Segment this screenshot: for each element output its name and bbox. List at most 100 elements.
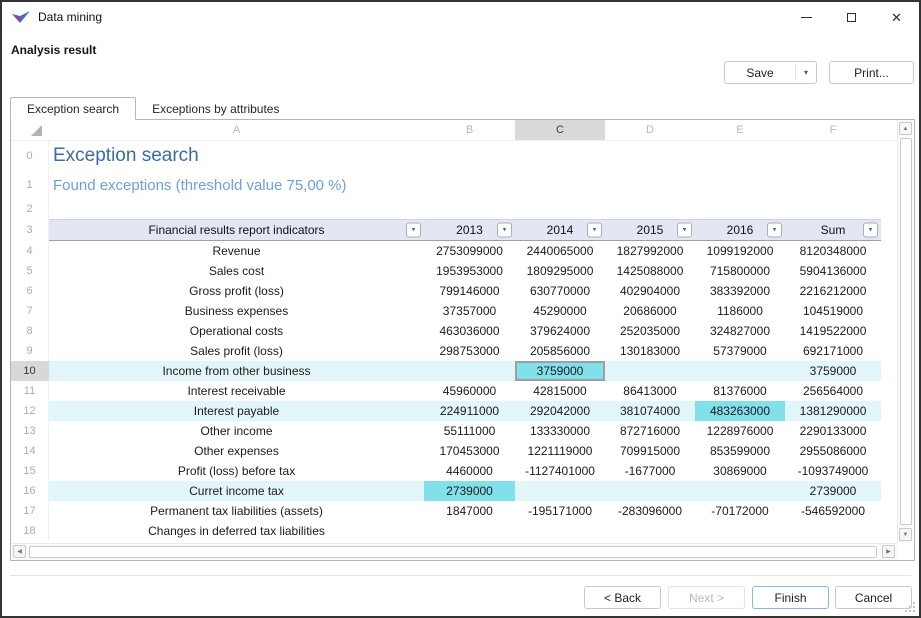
indicator-cell[interactable]: Profit (loss) before tax [177,464,296,478]
finish-button[interactable]: Finish [752,586,829,609]
row-number[interactable]: 13 [11,421,49,441]
grid-cell[interactable]: 37357000 [442,304,497,318]
cancel-button[interactable]: Cancel [835,586,912,609]
grid-cell[interactable]: 1953953000 [436,264,503,278]
grid-cell[interactable] [605,361,695,381]
grid-cell[interactable]: 224911000 [424,401,515,421]
grid-cell[interactable]: 1381290000 [785,401,881,421]
row-number[interactable]: 4 [11,241,49,261]
header-cell[interactable]: Sum ▾ [785,219,881,241]
indicator-cell[interactable]: Gross profit (loss) [189,284,284,298]
save-button[interactable]: Save ▾ [724,61,817,84]
row-number[interactable]: 14 [11,441,49,461]
row-number[interactable]: 5 [11,261,49,281]
grid-cell[interactable]: -1677000 [624,464,676,478]
grid-cell[interactable]: 1425088000 [616,264,684,278]
grid-cell[interactable]: 2440065000 [526,244,594,258]
sheet-subtitle[interactable]: Found exceptions (threshold value 75,00 … [53,176,347,194]
vertical-scrollbar[interactable]: ▲ ▼ [897,120,914,543]
grid-cell[interactable]: 3759000 [515,361,605,381]
grid-cell[interactable]: 205856000 [529,344,591,358]
scroll-left-icon[interactable]: ◀ [13,545,26,558]
filter-dropdown-button[interactable]: ▾ [587,222,602,238]
save-dropdown-icon[interactable]: ▾ [803,68,808,77]
grid-cell[interactable]: 298753000 [439,344,500,358]
row-number[interactable]: 6 [11,281,49,301]
grid-cell[interactable]: 5904136000 [799,264,867,278]
grid-cell[interactable]: 3759000 [785,361,881,381]
grid-cell[interactable]: 872716000 [619,424,681,438]
column-header-a[interactable]: A [232,124,241,136]
grid-cell[interactable]: 630770000 [529,284,591,298]
grid-cell[interactable]: -546592000 [800,504,866,518]
indicator-cell[interactable]: Interest payable [49,401,424,421]
grid-cell[interactable]: -195171000 [527,504,593,518]
grid-cell[interactable] [695,361,785,381]
grid-cell[interactable]: 252035000 [619,324,681,338]
row-number[interactable]: 15 [11,461,49,481]
grid-cell[interactable]: 2290133000 [799,424,867,438]
sheet-title[interactable]: Exception search [53,145,199,166]
tab-exception-search[interactable]: Exception search [10,97,137,120]
grid-cell[interactable]: 1221119000 [527,444,593,458]
grid-cell[interactable]: 8120348000 [799,244,867,258]
row-number[interactable]: 18 [11,521,49,541]
grid-cell[interactable]: 45290000 [533,304,587,318]
grid-cell[interactable]: -1127401000 [525,464,595,478]
grid-cell[interactable] [785,521,881,541]
grid-cell[interactable]: 1419522000 [799,324,867,338]
row-number[interactable]: 16 [11,481,49,501]
grid-cell[interactable]: 1186000 [717,304,763,318]
grid-cell[interactable]: 692171000 [802,344,864,358]
grid-cell[interactable]: 55111000 [443,424,496,438]
tab-exceptions-by-attributes[interactable]: Exceptions by attributes [136,97,295,120]
grid-cell[interactable] [695,481,785,501]
indicator-cell[interactable]: Changes in deferred tax liabilities [148,524,325,538]
grid-cell[interactable] [605,521,695,541]
grid-cell[interactable]: 799146000 [439,284,500,298]
row-number[interactable]: 2 [11,199,49,219]
scroll-down-icon[interactable]: ▼ [899,528,912,541]
maximize-button[interactable] [829,2,874,32]
grid-cell[interactable]: 57379000 [713,344,767,358]
grid-cell[interactable]: 170453000 [439,444,500,458]
grid-cell[interactable]: 1827992000 [616,244,684,258]
indicator-cell[interactable]: Permanent tax liabilities (assets) [150,504,323,518]
horizontal-scrollbar[interactable]: ◀ ▶ [11,543,897,560]
indicator-cell[interactable]: Business expenses [184,304,289,318]
grid-cell[interactable]: 86413000 [623,384,677,398]
indicator-cell[interactable]: Interest receivable [187,384,286,398]
row-number[interactable]: 1 [11,171,49,199]
column-header-e[interactable]: E [736,124,744,136]
scroll-up-icon[interactable]: ▲ [899,122,912,135]
filter-dropdown-button[interactable]: ▾ [677,222,692,238]
grid-cell[interactable]: 381074000 [605,401,695,421]
column-header-d[interactable]: D [646,124,654,136]
indicator-cell[interactable]: Income from other business [49,361,424,381]
grid-cell[interactable]: 42815000 [533,384,587,398]
indicator-cell[interactable]: Revenue [212,244,261,258]
grid-cell[interactable]: 130183000 [619,344,681,358]
horizontal-scrollbar-thumb[interactable] [29,546,877,558]
grid-cell[interactable]: 45960000 [442,384,497,398]
indicator-cell[interactable]: Operational costs [189,324,284,338]
grid-cell[interactable]: 324827000 [709,324,771,338]
filter-dropdown-button[interactable]: ▾ [767,222,782,238]
row-number[interactable]: 8 [11,321,49,341]
grid-cell[interactable]: 81376000 [713,384,767,398]
grid-cell[interactable]: 853599000 [709,444,771,458]
row-number[interactable]: 3 [11,219,49,241]
grid-cell[interactable] [424,521,515,541]
indicator-cell[interactable]: Sales cost [208,264,265,278]
column-header-b[interactable]: B [465,124,474,136]
column-header-f[interactable]: F [829,124,837,136]
header-cell[interactable]: 2015 ▾ [605,219,695,241]
filter-dropdown-button[interactable]: ▾ [406,222,421,238]
grid-cell[interactable]: 379624000 [529,324,591,338]
grid-cell[interactable]: 402904000 [619,284,681,298]
grid-cell[interactable]: 20686000 [623,304,677,318]
grid-cell[interactable]: 1099192000 [706,244,774,258]
grid-cell[interactable]: 2739000 [424,481,515,501]
resize-grip[interactable] [903,600,916,613]
indicator-cell[interactable]: Sales profit (loss) [190,344,283,358]
